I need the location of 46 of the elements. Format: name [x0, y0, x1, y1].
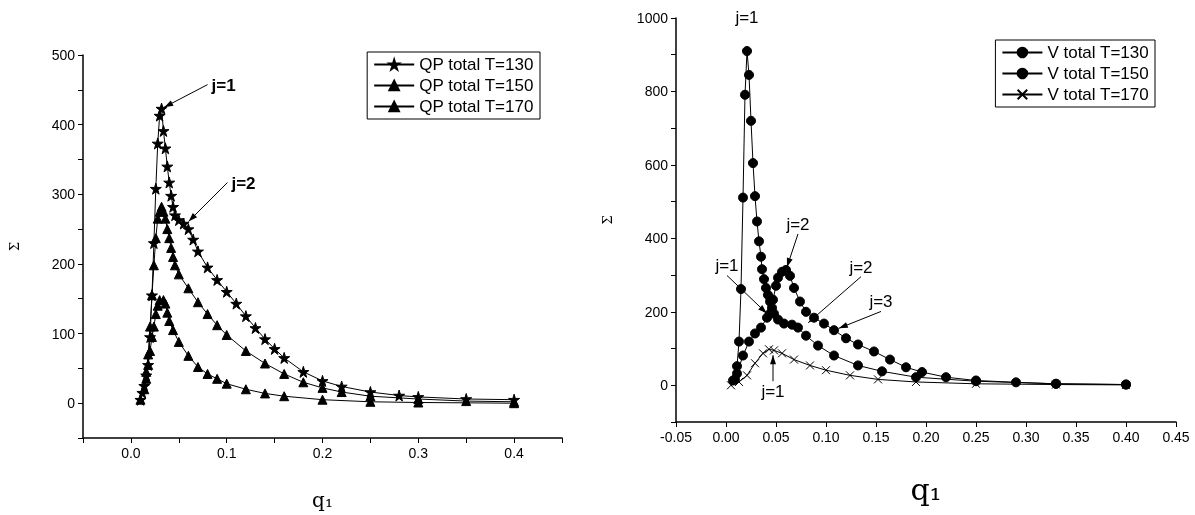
- legend-label: QP total T=130: [419, 55, 534, 74]
- legend-label: QP total T=170: [419, 97, 534, 116]
- y-axis-title: Σ: [7, 241, 22, 252]
- x-tick-label: 0.10: [812, 429, 840, 445]
- annotation: j=1: [760, 382, 785, 402]
- x-tick-label: 0.00: [712, 429, 740, 445]
- x-axis-title: q₁: [910, 471, 942, 507]
- x-tick-label: 0.3: [408, 445, 429, 461]
- y-tick-label: 100: [51, 325, 76, 342]
- x-tick-label: 0.40: [1112, 429, 1140, 445]
- x-tick-label: 0.45: [1162, 429, 1190, 445]
- y-tick-label: 800: [644, 83, 669, 100]
- annotation: j=1: [714, 256, 739, 276]
- x-tick-label: 0.4: [504, 445, 525, 461]
- annotation: j=2: [230, 173, 256, 193]
- y-tick-label: 0: [660, 377, 669, 394]
- y-tick-label: 600: [644, 156, 669, 173]
- x-tick-label: 0.25: [962, 429, 990, 445]
- x-tick-label: 0.30: [1012, 429, 1040, 445]
- y-tick-label: 400: [51, 116, 76, 133]
- legend-label: V total T=130: [1047, 43, 1149, 62]
- x-axis-title: q₁: [312, 488, 333, 512]
- x-tick-label: 0.35: [1062, 429, 1090, 445]
- x-tick-label: 0.20: [912, 429, 940, 445]
- x-tick-label: 0.0: [121, 445, 141, 461]
- legend-label: V total T=150: [1047, 64, 1149, 83]
- x-tick-label: 0.2: [312, 445, 333, 461]
- y-tick-label: 0: [67, 395, 76, 412]
- annotation: j=3: [868, 292, 893, 312]
- legend-label: V total T=170: [1047, 85, 1149, 104]
- y-tick-label: 200: [51, 255, 76, 272]
- y-axis-title: Σ: [600, 215, 615, 225]
- x-tick-label: 0.1: [216, 445, 237, 461]
- annotation: j=2: [785, 214, 810, 234]
- annotation: j=1: [210, 75, 236, 95]
- y-tick-label: 1000: [636, 10, 669, 26]
- legend-label: QP total T=150: [419, 76, 534, 95]
- y-tick-label: 400: [644, 230, 669, 247]
- y-tick-label: 200: [644, 303, 669, 320]
- x-tick-label: 0.05: [762, 429, 790, 445]
- annotation: j=1: [734, 8, 759, 28]
- x-tick-label: -0.05: [660, 429, 693, 445]
- annotation: j=2: [848, 257, 873, 277]
- x-tick-label: 0.15: [862, 429, 890, 445]
- y-tick-label: 300: [51, 186, 76, 203]
- y-tick-label: 500: [51, 47, 76, 63]
